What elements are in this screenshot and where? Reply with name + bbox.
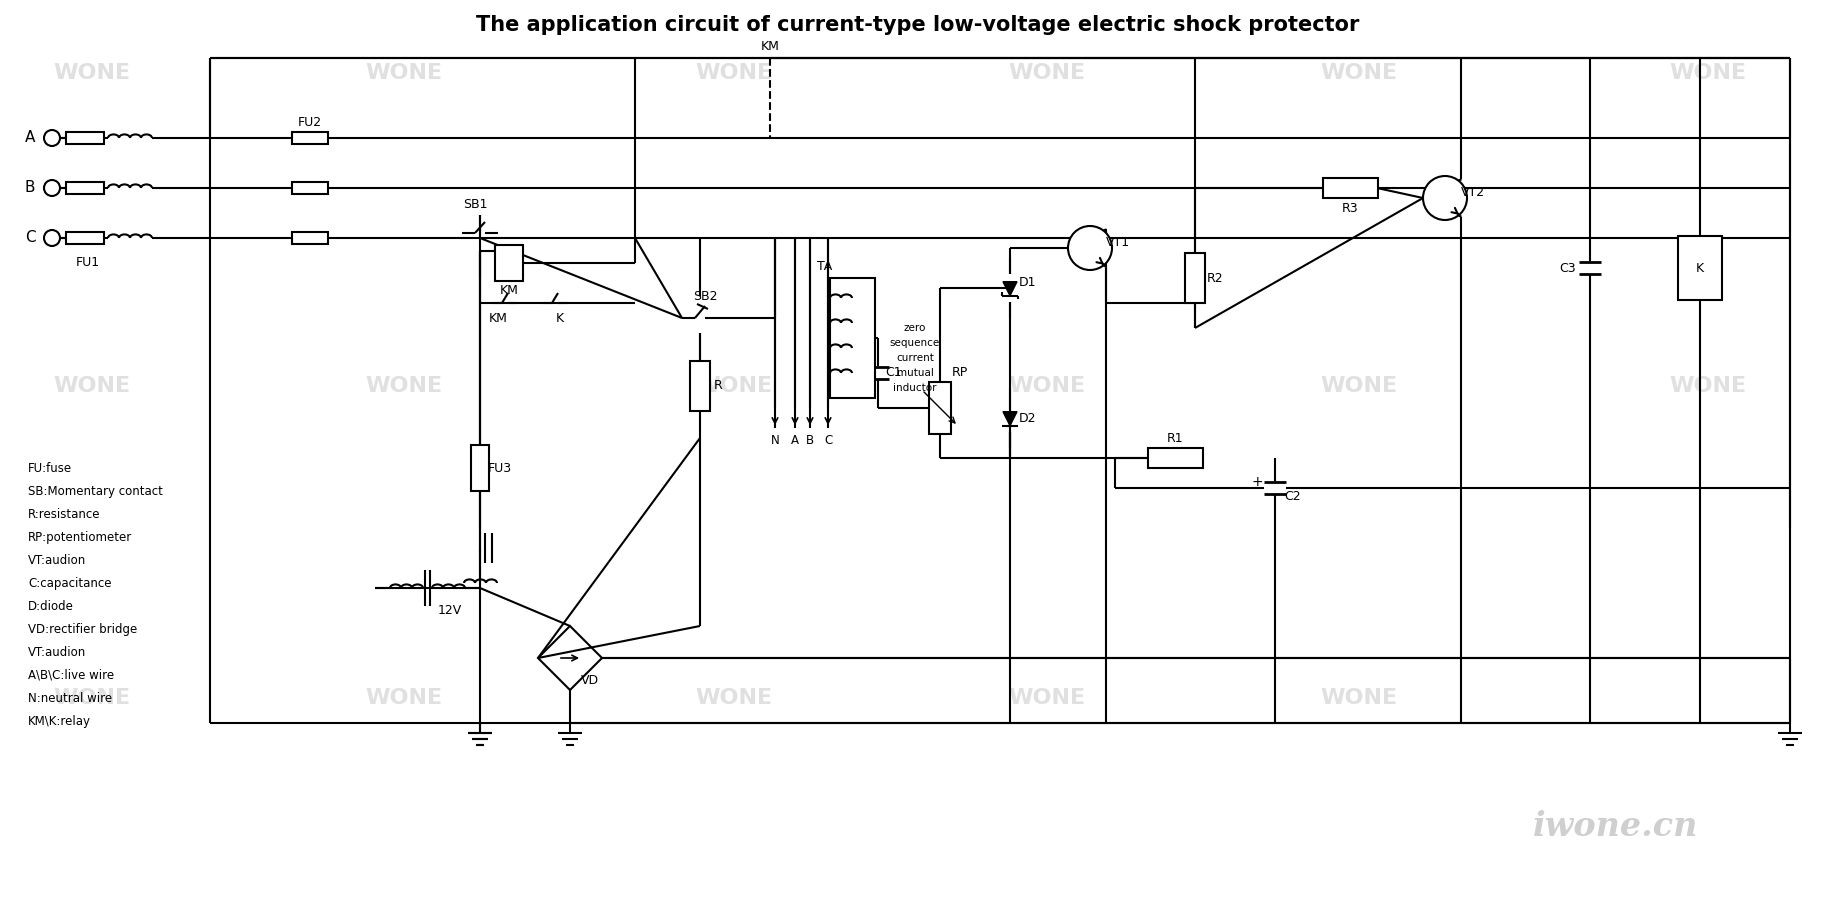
Text: VT1: VT1 bbox=[1105, 237, 1131, 250]
Text: FU1: FU1 bbox=[75, 256, 101, 270]
Text: sequence: sequence bbox=[890, 338, 940, 348]
Text: R: R bbox=[714, 379, 722, 392]
Text: 12V: 12V bbox=[437, 603, 463, 617]
Text: WONE: WONE bbox=[1669, 63, 1746, 84]
Bar bbox=[472, 445, 488, 491]
Bar bbox=[1148, 448, 1203, 468]
Text: C: C bbox=[24, 230, 35, 245]
Bar bbox=[1184, 253, 1204, 303]
Bar bbox=[66, 232, 105, 244]
Bar bbox=[830, 278, 876, 398]
Text: R:resistance: R:resistance bbox=[28, 508, 101, 521]
Circle shape bbox=[44, 130, 61, 146]
Text: WONE: WONE bbox=[696, 63, 773, 84]
Text: WONE: WONE bbox=[365, 63, 442, 84]
Circle shape bbox=[1069, 226, 1113, 270]
Text: WONE: WONE bbox=[365, 688, 442, 708]
Text: WONE: WONE bbox=[1320, 63, 1397, 84]
Text: A: A bbox=[791, 433, 799, 446]
Polygon shape bbox=[1002, 282, 1017, 296]
Text: A\B\C:live wire: A\B\C:live wire bbox=[28, 668, 114, 681]
Text: WONE: WONE bbox=[696, 688, 773, 708]
Bar bbox=[292, 232, 329, 244]
Text: C3: C3 bbox=[1561, 262, 1577, 274]
Text: K: K bbox=[1696, 262, 1704, 274]
Text: TA: TA bbox=[817, 260, 832, 273]
Text: C2: C2 bbox=[1285, 489, 1302, 502]
Bar bbox=[292, 182, 329, 194]
Bar bbox=[1678, 236, 1722, 300]
Text: mutual: mutual bbox=[896, 368, 933, 378]
Text: A: A bbox=[26, 130, 35, 145]
Text: +: + bbox=[1250, 475, 1263, 489]
Text: WONE: WONE bbox=[53, 375, 130, 396]
Text: N:neutral wire: N:neutral wire bbox=[28, 691, 112, 704]
Text: N: N bbox=[771, 433, 778, 446]
Text: R2: R2 bbox=[1206, 272, 1223, 285]
Text: WONE: WONE bbox=[696, 375, 773, 396]
Bar bbox=[690, 361, 711, 410]
Text: VT:audion: VT:audion bbox=[28, 645, 86, 658]
Text: WONE: WONE bbox=[1008, 63, 1085, 84]
Circle shape bbox=[44, 180, 61, 196]
Text: iwone.cn: iwone.cn bbox=[1533, 810, 1698, 843]
Text: WONE: WONE bbox=[1008, 375, 1085, 396]
Text: SB2: SB2 bbox=[692, 289, 718, 303]
Text: WONE: WONE bbox=[1320, 688, 1397, 708]
Text: C1: C1 bbox=[885, 366, 901, 379]
Text: KM\K:relay: KM\K:relay bbox=[28, 714, 92, 727]
Text: inductor: inductor bbox=[894, 383, 936, 393]
Circle shape bbox=[44, 230, 61, 246]
Text: VT2: VT2 bbox=[1461, 186, 1485, 199]
Text: zero: zero bbox=[903, 323, 925, 333]
Text: WONE: WONE bbox=[1008, 688, 1085, 708]
Text: WONE: WONE bbox=[1669, 375, 1746, 396]
Bar bbox=[496, 245, 523, 281]
Circle shape bbox=[1423, 176, 1467, 220]
Text: current: current bbox=[896, 353, 935, 363]
Text: KM: KM bbox=[499, 285, 518, 297]
Bar bbox=[66, 182, 105, 194]
Text: KM: KM bbox=[760, 39, 780, 52]
Text: B: B bbox=[806, 433, 813, 446]
Text: VD:rectifier bridge: VD:rectifier bridge bbox=[28, 622, 138, 635]
Text: The application circuit of current-type low-voltage electric shock protector: The application circuit of current-type … bbox=[476, 15, 1360, 35]
Text: C: C bbox=[824, 433, 832, 446]
Text: R1: R1 bbox=[1166, 431, 1184, 444]
Text: SB1: SB1 bbox=[463, 198, 487, 211]
Text: B: B bbox=[24, 181, 35, 196]
Text: D1: D1 bbox=[1019, 276, 1037, 289]
Text: D2: D2 bbox=[1019, 411, 1037, 424]
Text: FU2: FU2 bbox=[297, 116, 321, 129]
Text: C:capacitance: C:capacitance bbox=[28, 577, 112, 589]
Text: RP: RP bbox=[951, 366, 968, 379]
Text: VD: VD bbox=[580, 674, 599, 687]
Bar bbox=[292, 132, 329, 144]
Text: SB:Momentary contact: SB:Momentary contact bbox=[28, 485, 163, 498]
Text: KM: KM bbox=[488, 311, 507, 324]
Bar bbox=[929, 382, 951, 434]
Text: RP:potentiometer: RP:potentiometer bbox=[28, 531, 132, 543]
Text: WONE: WONE bbox=[53, 63, 130, 84]
Text: D:diode: D:diode bbox=[28, 599, 73, 612]
Text: K: K bbox=[556, 311, 564, 324]
Text: WONE: WONE bbox=[365, 375, 442, 396]
Bar bbox=[66, 132, 105, 144]
Text: WONE: WONE bbox=[53, 688, 130, 708]
Text: WONE: WONE bbox=[1320, 375, 1397, 396]
Text: R3: R3 bbox=[1342, 201, 1359, 215]
Polygon shape bbox=[1002, 411, 1017, 426]
Text: VT:audion: VT:audion bbox=[28, 554, 86, 566]
Bar bbox=[1322, 178, 1377, 198]
Text: FU3: FU3 bbox=[488, 462, 512, 475]
Text: FU:fuse: FU:fuse bbox=[28, 462, 72, 475]
